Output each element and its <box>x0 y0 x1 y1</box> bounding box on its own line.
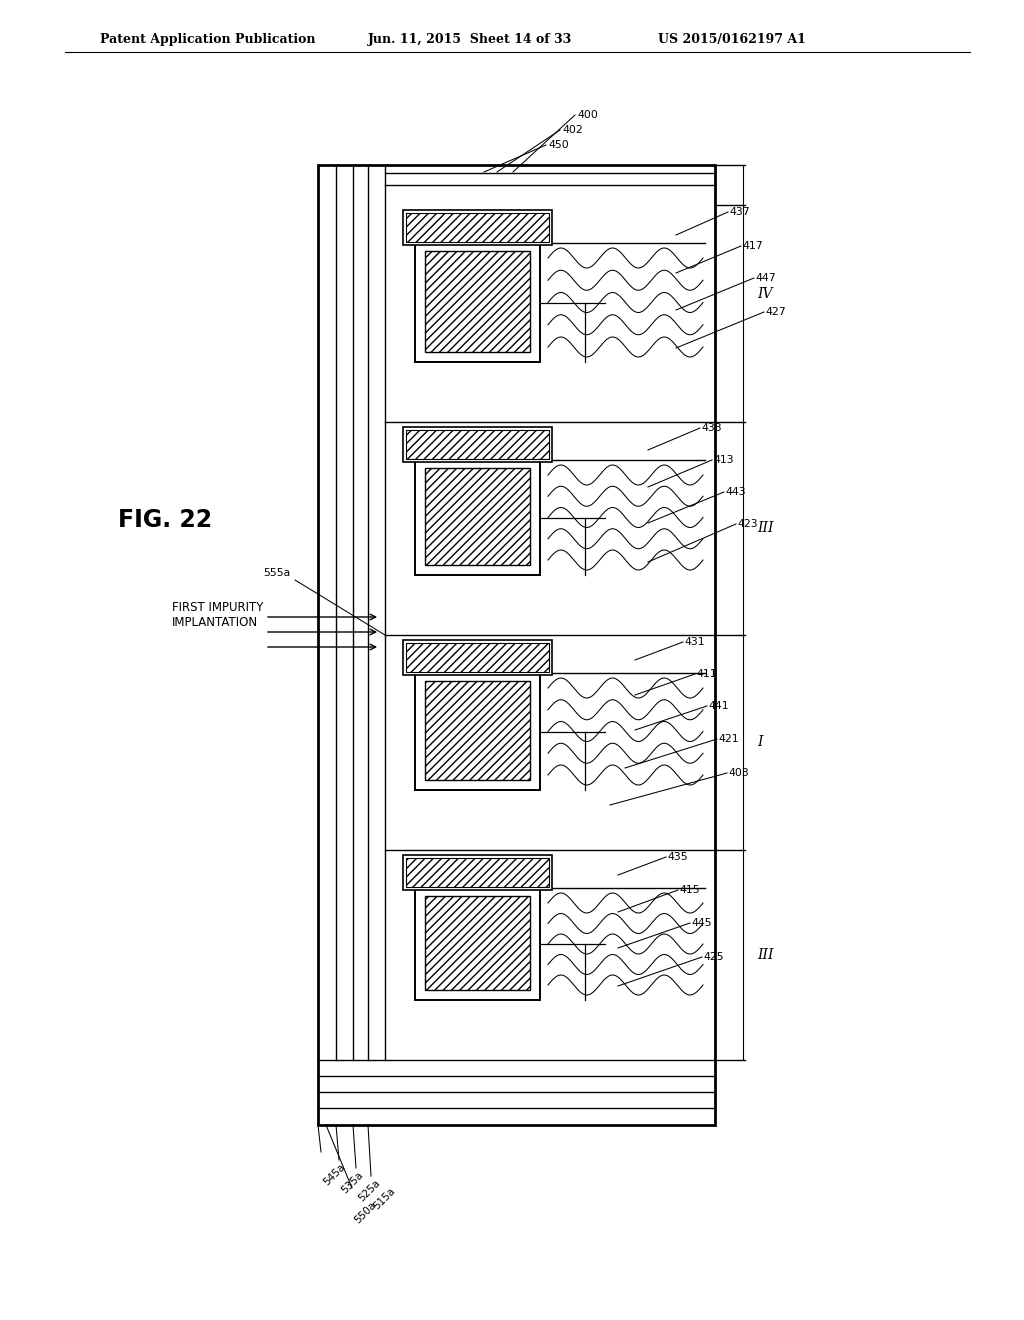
Text: 417: 417 <box>742 242 763 251</box>
Text: 443: 443 <box>725 487 745 498</box>
Text: 423: 423 <box>737 519 758 529</box>
Bar <box>318 165 715 1125</box>
Text: I: I <box>757 735 763 750</box>
Bar <box>415 888 540 1001</box>
Text: 525a: 525a <box>357 1177 383 1204</box>
Text: 431: 431 <box>684 638 705 647</box>
Text: 447: 447 <box>755 273 775 282</box>
Bar <box>403 640 552 675</box>
Text: FIG. 22: FIG. 22 <box>118 508 212 532</box>
Text: 421: 421 <box>718 734 738 744</box>
Text: III: III <box>757 521 773 536</box>
Bar <box>425 251 530 352</box>
Text: 403: 403 <box>728 768 749 777</box>
Text: 445: 445 <box>691 917 712 928</box>
Text: 435: 435 <box>667 851 688 862</box>
Text: III: III <box>757 948 773 962</box>
Bar <box>406 430 549 459</box>
Text: 550a: 550a <box>353 1200 379 1225</box>
Text: FIRST IMPURITY
IMPLANTATION: FIRST IMPURITY IMPLANTATION <box>172 601 264 630</box>
Text: 425: 425 <box>703 952 724 962</box>
Text: 400: 400 <box>577 110 598 120</box>
Text: 427: 427 <box>765 308 785 317</box>
Bar <box>425 469 530 565</box>
Text: 441: 441 <box>708 701 729 711</box>
Text: Patent Application Publication: Patent Application Publication <box>100 33 315 46</box>
Text: 437: 437 <box>729 207 750 216</box>
Text: 413: 413 <box>713 455 733 465</box>
Text: 545a: 545a <box>322 1162 347 1188</box>
Text: 433: 433 <box>701 422 722 433</box>
Text: Jun. 11, 2015  Sheet 14 of 33: Jun. 11, 2015 Sheet 14 of 33 <box>368 33 572 46</box>
Bar <box>406 858 549 887</box>
Bar <box>415 243 540 362</box>
Bar <box>425 896 530 990</box>
Text: 450: 450 <box>548 140 568 150</box>
Bar <box>403 210 552 246</box>
Text: 402: 402 <box>562 125 583 135</box>
Text: 515a: 515a <box>372 1185 397 1212</box>
Text: 415: 415 <box>679 884 699 895</box>
Bar <box>425 681 530 780</box>
Text: 411: 411 <box>696 669 717 678</box>
Bar <box>415 459 540 576</box>
Text: IV: IV <box>757 286 772 301</box>
Text: US 2015/0162197 A1: US 2015/0162197 A1 <box>658 33 806 46</box>
Bar <box>406 213 549 242</box>
Bar <box>406 643 549 672</box>
Bar <box>403 855 552 890</box>
Bar <box>415 673 540 789</box>
Text: 555a: 555a <box>263 568 290 578</box>
Bar <box>403 426 552 462</box>
Text: 535a: 535a <box>340 1170 366 1196</box>
